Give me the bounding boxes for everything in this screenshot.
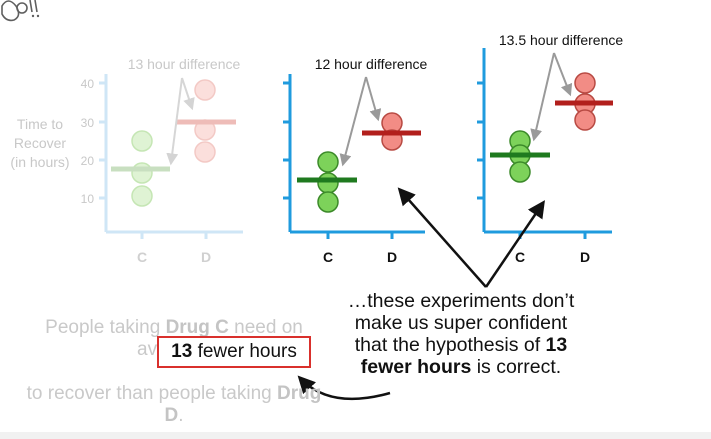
- difference-arrow: [530, 52, 555, 142]
- callout-text: …these experiments don’t make us super c…: [330, 290, 592, 378]
- tick-label-30: 30: [81, 116, 95, 130]
- data-point: [131, 162, 153, 184]
- difference-label: 13.5 hour difference: [499, 32, 623, 48]
- data-point: [131, 130, 153, 152]
- difference-arrow: [365, 76, 382, 122]
- callout-line-4: fewer hours is correct.: [330, 356, 592, 378]
- panel-faded: 40 30 20 10 C D 13 hour difference: [81, 56, 243, 265]
- difference-label: 13 hour difference: [128, 56, 241, 72]
- category-label-c: C: [515, 249, 525, 265]
- bam-logo: [1, 0, 40, 22]
- highlight-text: fewer hours: [192, 341, 297, 362]
- pointer-arrow-right: [484, 200, 545, 288]
- data-point: [317, 151, 339, 173]
- category-label-c: C: [137, 249, 147, 265]
- bottom-strip: [0, 432, 711, 439]
- left-text-part-1: People taking: [45, 317, 166, 338]
- category-label-d: D: [580, 249, 590, 265]
- difference-arrow: [166, 77, 183, 166]
- tick-label-10: 10: [81, 192, 95, 206]
- left-text-part-4: .: [178, 405, 184, 426]
- tick-label-20: 20: [81, 154, 95, 168]
- data-point: [194, 79, 216, 101]
- y-axis-label-line-3: (in hours): [10, 154, 69, 170]
- pointer-arrow-middle: [397, 187, 487, 288]
- category-label-c: C: [323, 249, 333, 265]
- callout-line-1: …these experiments don’t: [347, 290, 575, 312]
- drug-c-label: Drug C: [165, 317, 229, 338]
- callout-line-4-text: is correct.: [471, 356, 562, 378]
- difference-arrow: [553, 52, 573, 97]
- category-label-d: D: [201, 249, 211, 265]
- data-point: [574, 72, 596, 94]
- data-point: [317, 172, 339, 194]
- y-axis-label-line-2: Recover: [14, 135, 66, 151]
- callout-number: 13: [545, 334, 568, 356]
- callout-line-3-text: that the hypothesis of: [354, 334, 546, 356]
- drug-c-points: [131, 130, 153, 207]
- data-point: [509, 161, 531, 183]
- tick-label-40: 40: [81, 77, 95, 91]
- drug-d-label: Drug D: [164, 383, 322, 426]
- left-statement: People taking Drug C need on average, to…: [20, 317, 328, 427]
- drug-d-points: [194, 79, 216, 163]
- callout-line-3: that the hypothesis of 13: [330, 334, 592, 356]
- panel-middle-axes: [283, 74, 425, 239]
- panel-middle: C D 12 hour difference: [283, 56, 428, 265]
- data-point: [317, 191, 339, 213]
- panel-faded-y-axis: [99, 74, 243, 239]
- category-label-d: D: [387, 249, 397, 265]
- data-point: [194, 141, 216, 163]
- y-axis-label-line-1: Time to: [17, 116, 63, 132]
- difference-arrow: [181, 77, 195, 111]
- callout-bold-phrase: fewer hours: [360, 356, 472, 378]
- left-text-part-3: to recover than people taking: [26, 383, 277, 404]
- difference-arrow: [339, 76, 367, 167]
- data-point: [131, 185, 153, 207]
- highlight-number: 13: [171, 341, 193, 362]
- difference-label: 12 hour difference: [315, 56, 428, 72]
- highlight-box: 13 fewer hours: [157, 336, 311, 368]
- callout-line-2: make us super confident: [354, 312, 568, 334]
- panel-right: C D 13.5 hour difference: [477, 32, 623, 265]
- data-point: [574, 109, 596, 131]
- curved-arrow-to-highlight: [297, 375, 391, 401]
